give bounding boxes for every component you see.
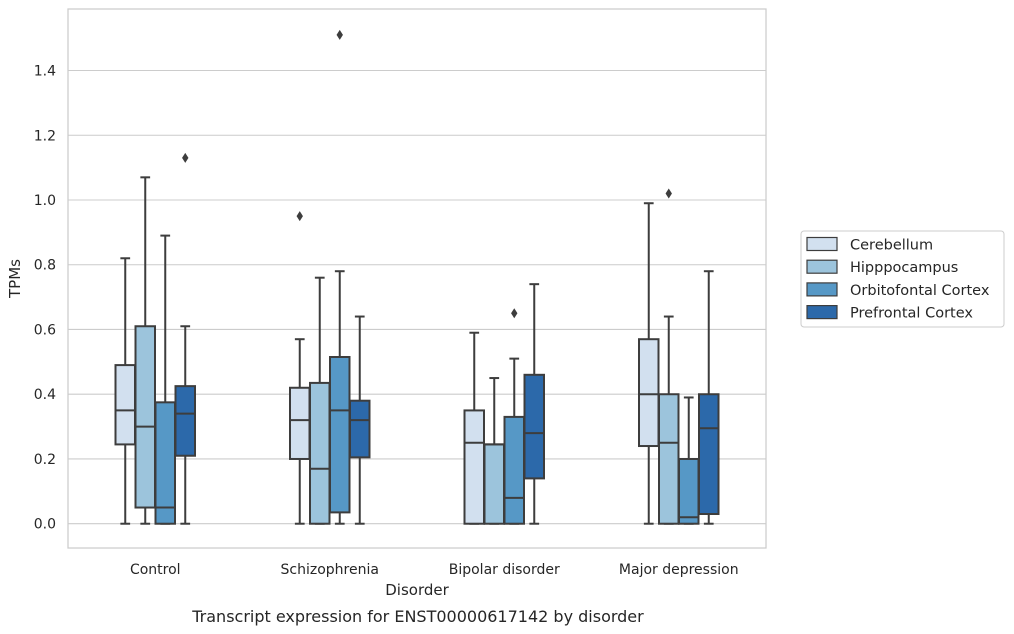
- box-hipppocampus: [134, 176, 156, 525]
- box-cerebellum: [638, 202, 660, 525]
- box-orbitofontal-cortex: [329, 29, 351, 525]
- box-iqr: [523, 373, 545, 480]
- box-hipppocampus: [658, 188, 680, 525]
- legend-swatch: [806, 259, 838, 274]
- box-orbitofontal-cortex: [154, 234, 176, 525]
- box-iqr: [658, 393, 680, 525]
- box-iqr: [114, 364, 136, 446]
- box-iqr: [134, 325, 156, 509]
- y-tick-label: 0.8: [34, 258, 56, 274]
- y-tick-label: 0.0: [34, 517, 56, 533]
- legend: Cerebellum Hipppocampus Orbitofontal Corte…: [800, 230, 1005, 328]
- box-iqr: [174, 385, 196, 457]
- x-axis-label: Disorder: [385, 581, 449, 599]
- box-iqr: [329, 356, 351, 514]
- x-tick-label: Major depression: [619, 562, 739, 578]
- box-iqr: [463, 409, 485, 525]
- box-prefrontal-cortex: [698, 270, 720, 525]
- legend-label: Hipppocampus: [850, 260, 958, 276]
- box-cerebellum: [289, 211, 311, 525]
- x-tick-label: Bipolar disorder: [449, 562, 560, 578]
- outlier-point: [182, 152, 189, 163]
- legend-frame: [800, 230, 1005, 328]
- box-cerebellum: [114, 257, 136, 525]
- box-iqr: [309, 381, 331, 525]
- y-tick-label: 1.4: [34, 64, 56, 80]
- box-prefrontal-cortex: [523, 283, 545, 525]
- box-orbitofontal-cortex: [503, 308, 525, 525]
- y-tick-label: 1.2: [34, 128, 56, 144]
- y-tick-label: 1.0: [34, 193, 56, 209]
- box-cerebellum: [463, 331, 485, 525]
- y-tick-labels: 0.0 0.2 0.4 0.6 0.8 1.0 1.2 1.4: [34, 64, 56, 533]
- box-iqr: [678, 457, 700, 525]
- legend-label: Orbitofontal Cortex: [850, 283, 990, 299]
- box-iqr: [698, 393, 720, 516]
- legend-label: Prefrontal Cortex: [850, 306, 973, 322]
- y-tick-label: 0.2: [34, 452, 56, 468]
- box-hipppocampus: [309, 276, 331, 525]
- plot-frame: [67, 8, 767, 549]
- outlier-point: [336, 29, 343, 40]
- box-iqr: [503, 415, 525, 525]
- x-tick-labels: Control Schizophrenia Bipolar disorder Majo…: [130, 562, 739, 578]
- legend-swatch: [806, 236, 838, 252]
- box-orbitofontal-cortex: [678, 396, 700, 525]
- box-iqr: [349, 399, 371, 459]
- box-hipppocampus: [483, 377, 505, 525]
- box-iqr: [638, 338, 660, 448]
- legend-swatch: [806, 282, 838, 297]
- legend-label: Cerebellum: [850, 238, 933, 254]
- box-iqr: [483, 443, 505, 525]
- x-tick-label: Control: [130, 562, 181, 578]
- y-tick-label: 0.6: [34, 322, 56, 338]
- box-prefrontal-cortex: [174, 152, 196, 525]
- outlier-point: [665, 188, 672, 199]
- chart-caption: Transcript expression for ENST0000061714…: [191, 607, 644, 626]
- box-iqr: [289, 386, 311, 460]
- x-tick-label: Schizophrenia: [281, 562, 379, 578]
- box-groups: [114, 29, 720, 525]
- outlier-point: [511, 308, 518, 319]
- y-axis-label: TPMs: [6, 259, 24, 299]
- outlier-point: [296, 211, 303, 222]
- box-iqr: [154, 401, 176, 525]
- y-tick-label: 0.4: [34, 387, 56, 403]
- legend-swatch: [806, 305, 838, 320]
- box-prefrontal-cortex: [349, 315, 371, 525]
